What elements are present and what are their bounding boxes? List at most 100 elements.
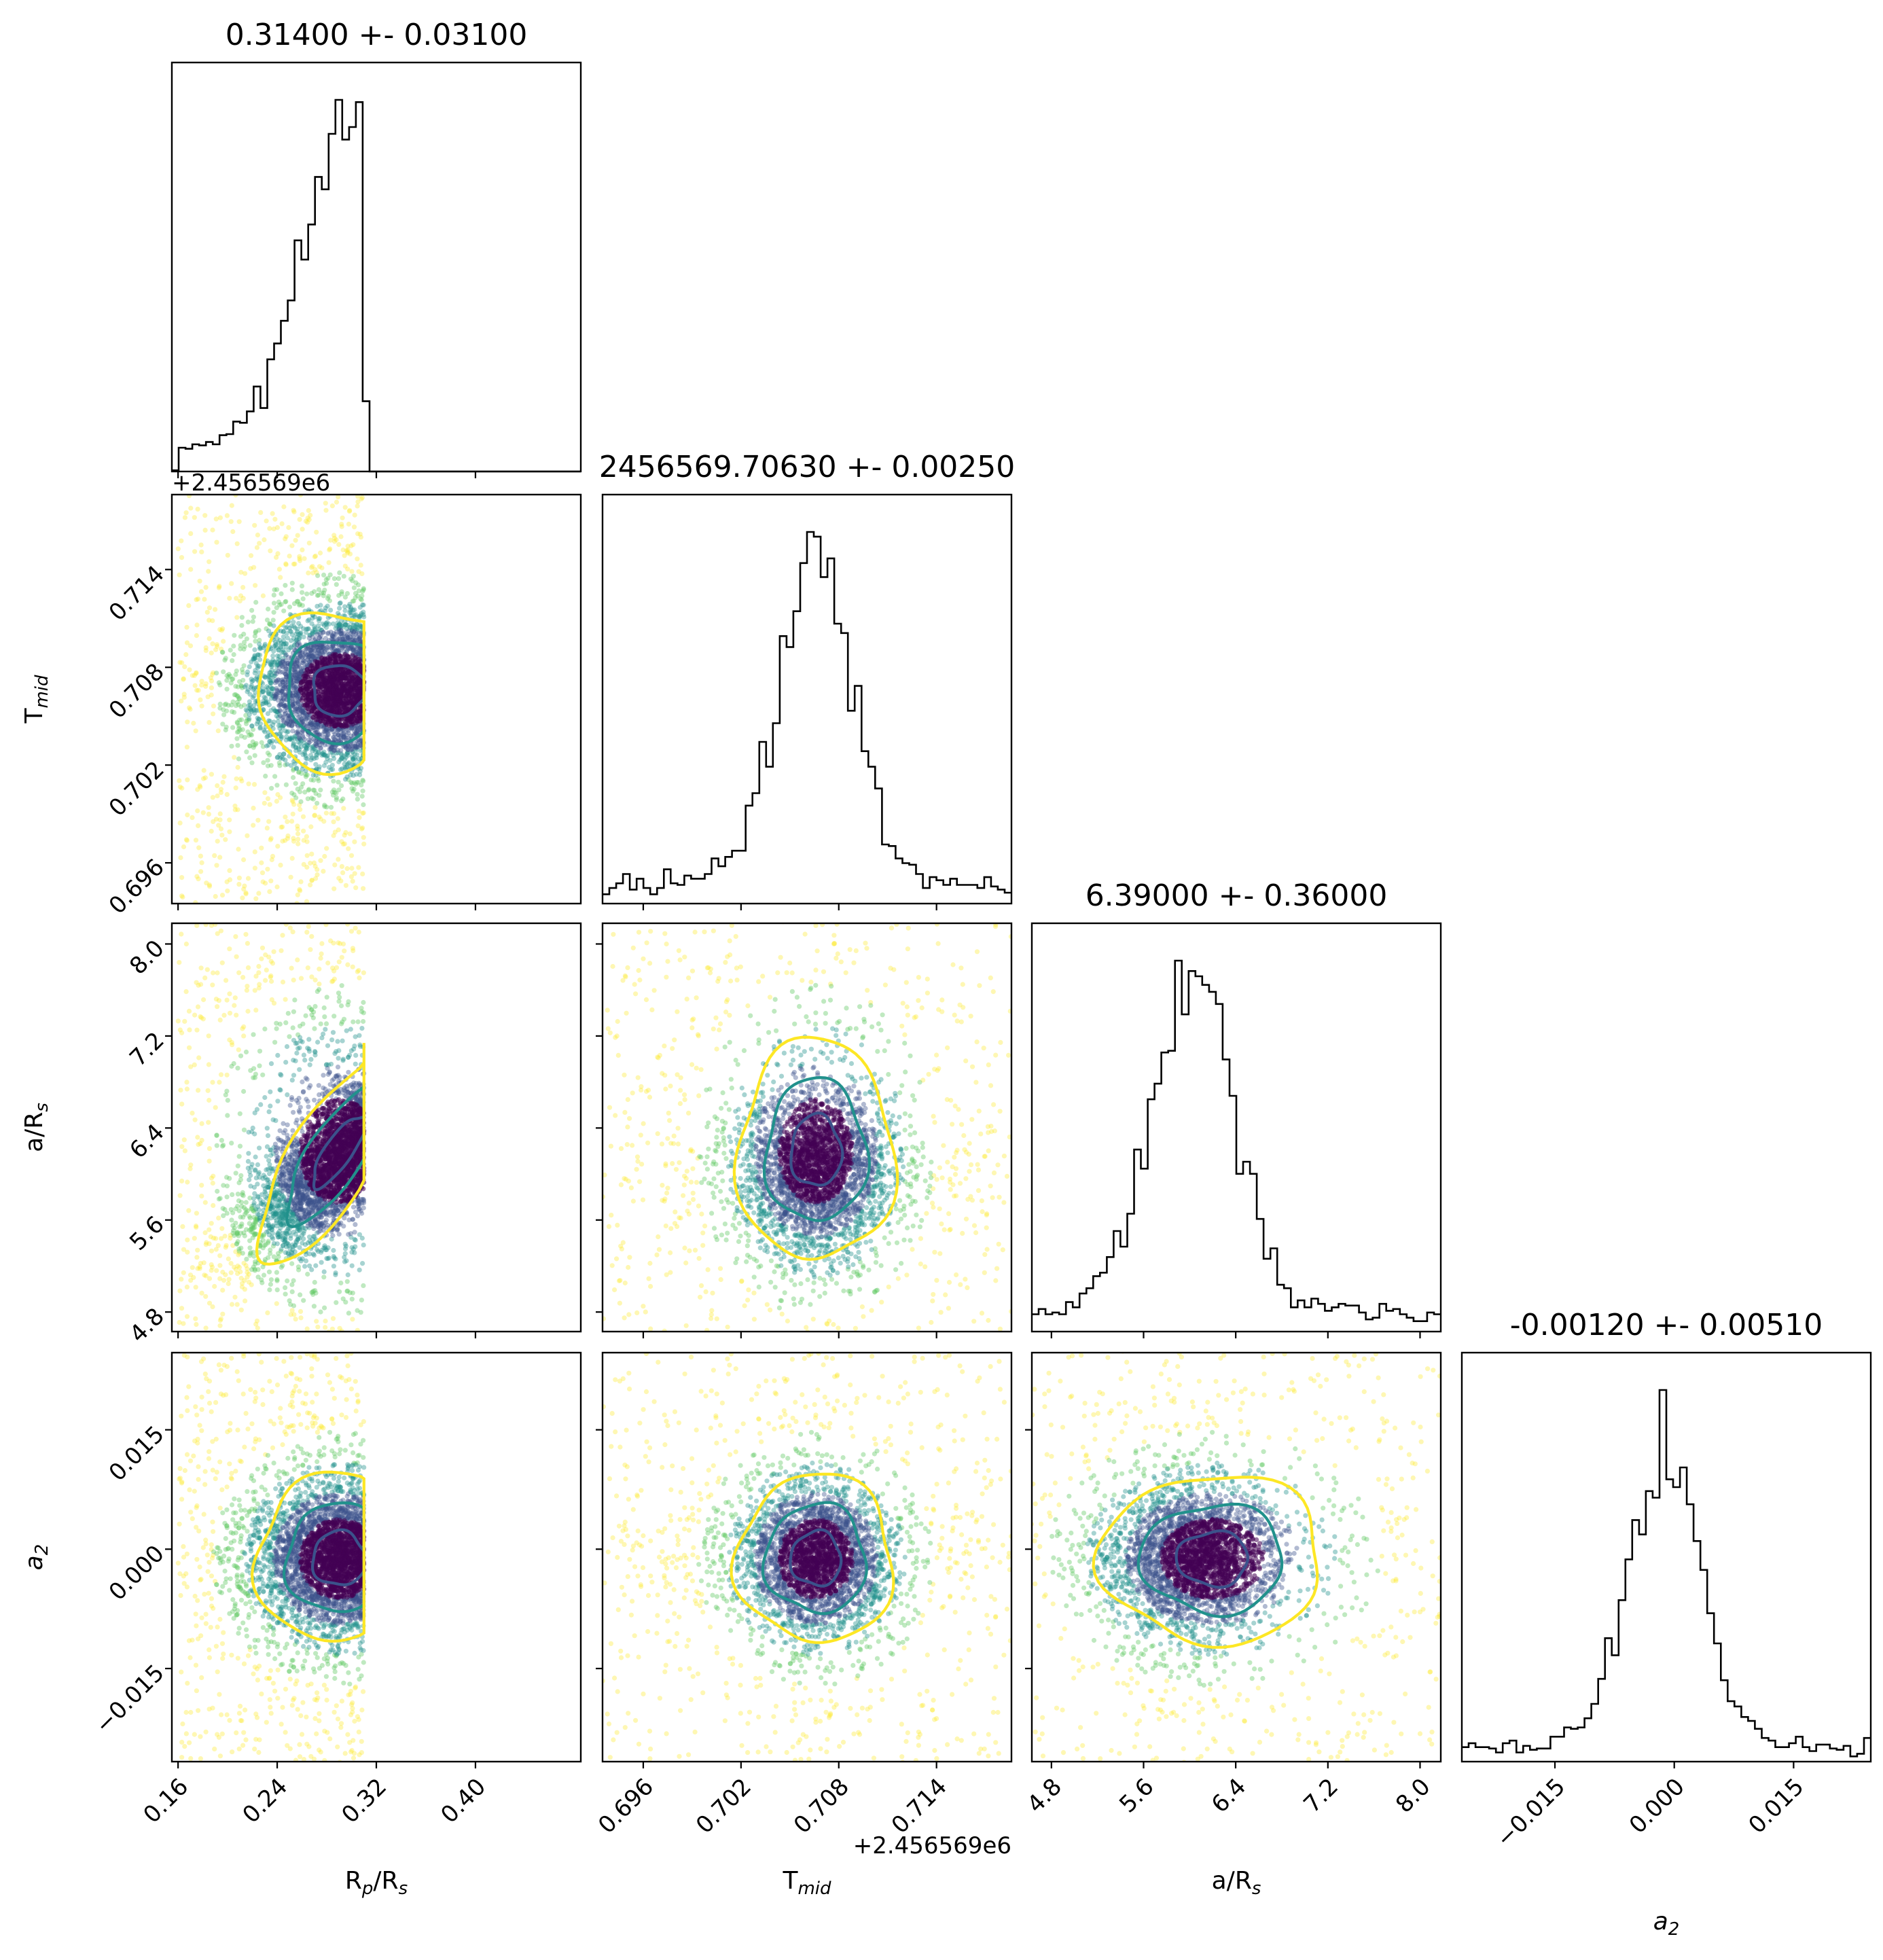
sample-point — [310, 744, 315, 749]
sample-point — [240, 895, 245, 901]
sample-point — [355, 1019, 361, 1024]
sample-point — [206, 805, 211, 810]
sample-point — [239, 1222, 245, 1227]
sample-point — [248, 566, 253, 571]
sample-point — [308, 758, 314, 763]
sample-point — [274, 1241, 280, 1247]
sample-point — [349, 644, 355, 649]
sample-point — [268, 708, 274, 713]
sample-point — [224, 997, 230, 1003]
sample-point — [332, 731, 338, 737]
sample-point — [268, 1089, 273, 1094]
sample-point — [277, 637, 283, 643]
sample-point — [313, 629, 319, 635]
sample-point — [335, 747, 340, 753]
sample-point — [270, 653, 276, 659]
sample-point — [297, 1245, 302, 1250]
sample-point — [309, 755, 315, 761]
sample-point — [281, 660, 286, 665]
sample-point — [295, 626, 300, 632]
sample-point — [232, 692, 237, 698]
sample-point — [350, 637, 356, 642]
sample-point — [340, 645, 345, 650]
sample-point — [340, 728, 346, 733]
sample-point — [275, 709, 281, 715]
sample-point — [329, 634, 335, 639]
sample-point — [342, 744, 347, 749]
sample-point — [220, 1311, 226, 1317]
sample-point — [300, 719, 306, 724]
sample-point — [342, 757, 348, 762]
sample-point — [324, 622, 329, 627]
sample-point — [316, 592, 321, 598]
sample-point — [297, 517, 302, 522]
sample-point — [334, 582, 339, 587]
sample-point — [293, 675, 298, 681]
sample-point — [344, 744, 349, 750]
sample-point — [207, 884, 213, 889]
sample-point — [345, 637, 351, 642]
sample-point — [253, 741, 259, 746]
sample-point — [300, 660, 305, 666]
sample-point — [199, 703, 204, 709]
sample-point — [301, 1052, 306, 1058]
sample-point — [182, 1148, 187, 1154]
sample-point — [328, 804, 334, 810]
sample-point — [216, 998, 221, 1003]
sample-point — [341, 806, 346, 811]
sample-point — [233, 1220, 238, 1226]
sample-point — [355, 626, 360, 632]
sample-point — [318, 608, 324, 613]
sample-point — [358, 743, 363, 749]
sample-point — [248, 707, 253, 712]
sample-point — [306, 617, 312, 622]
sample-point — [312, 643, 318, 648]
sample-point — [346, 635, 351, 641]
sample-point — [283, 682, 289, 688]
sample-point — [226, 671, 232, 677]
sample-point — [260, 744, 266, 749]
sample-point — [316, 778, 321, 783]
sample-point — [357, 639, 363, 645]
sample-point — [304, 742, 310, 747]
sample-point — [246, 781, 251, 787]
sample-point — [304, 839, 310, 844]
sample-point — [278, 755, 283, 761]
sample-point — [257, 645, 263, 650]
sample-point — [290, 799, 295, 804]
sample-point — [342, 643, 347, 649]
sample-point — [298, 888, 303, 893]
sample-point — [357, 636, 363, 641]
sample-point — [201, 1260, 207, 1266]
sample-point — [315, 724, 321, 729]
sample-point — [323, 621, 329, 626]
sample-point — [277, 661, 283, 666]
sample-point — [328, 767, 334, 772]
sample-point — [352, 638, 358, 643]
sample-point — [321, 630, 326, 635]
sample-point — [280, 725, 285, 730]
sample-point — [324, 620, 329, 625]
sample-point — [357, 615, 362, 620]
sample-point — [353, 638, 359, 643]
sample-point — [336, 643, 342, 649]
sample-point — [348, 625, 353, 630]
sample-point — [291, 671, 296, 677]
sample-point — [353, 743, 358, 749]
sample-point — [183, 989, 189, 995]
sample-point — [297, 1023, 303, 1029]
sample-point — [273, 1118, 279, 1123]
sample-point — [317, 626, 322, 632]
sample-point — [251, 656, 256, 661]
sample-point — [358, 743, 363, 748]
sample-point — [274, 463, 279, 467]
sample-point — [360, 588, 365, 594]
sample-point — [308, 720, 313, 726]
sample-point — [293, 679, 299, 684]
sample-point — [315, 867, 320, 872]
sample-point — [252, 1131, 257, 1137]
sample-point — [345, 1288, 351, 1294]
sample-point — [251, 1249, 256, 1255]
sample-point — [212, 853, 217, 858]
sample-point — [356, 588, 362, 594]
